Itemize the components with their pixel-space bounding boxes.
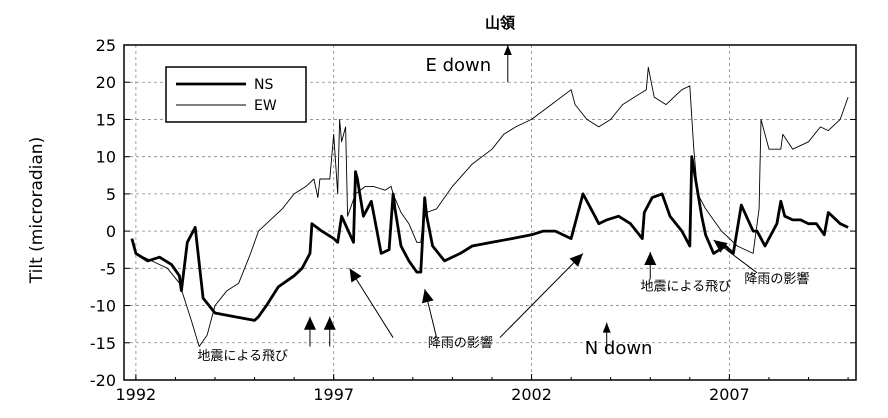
y-tick-label: 0: [106, 222, 116, 241]
annotation-arrow: [499, 253, 584, 338]
y-tick-label: 20: [96, 73, 116, 92]
x-tick-label: 2002: [511, 385, 552, 404]
y-tick-label: -10: [90, 297, 116, 316]
arrow-head: [644, 251, 657, 265]
y-axis-label: Tilt (microradian): [27, 137, 47, 284]
x-tick-label: 1997: [313, 385, 354, 404]
y-tick-label: 15: [96, 110, 116, 129]
chart-title: 山領: [485, 14, 516, 32]
series-ns-line: [130, 155, 849, 322]
arrow-head: [421, 289, 434, 304]
x-tick-label: 1992: [116, 385, 157, 404]
y-tick-label: 5: [106, 185, 116, 204]
x-tick-label: 2007: [709, 385, 750, 404]
annotation-label: 降雨の影響: [428, 335, 493, 351]
legend-label-ns: NS: [254, 77, 273, 93]
arrow-head: [569, 253, 583, 267]
data-series: [130, 66, 849, 347]
arrow-head: [503, 45, 512, 55]
y-tick-label: -15: [90, 334, 116, 353]
y-tick-label: -5: [100, 259, 116, 278]
legend-label-ew: EW: [254, 98, 277, 114]
y-tick-label: 10: [96, 148, 116, 167]
tilt-chart: 山領 -20 -15 -10 -5 0 5 10 15 20 25 1992 1997 2002 2007…: [27, 14, 857, 404]
arrow-head: [713, 240, 728, 253]
arrow-head: [303, 316, 316, 330]
arrow-head: [349, 268, 362, 283]
plot-frame: [123, 44, 857, 381]
annotation-label: 地震による飛び: [641, 280, 732, 295]
side-label: 当当: [0, 392, 2, 418]
annotation-label: E down: [426, 55, 492, 76]
y-tick-label: 25: [96, 36, 116, 55]
arrow-head: [323, 316, 336, 330]
y-tick-label: -20: [90, 371, 116, 390]
annotation-label: N down: [585, 338, 653, 359]
arrow-head: [602, 322, 611, 333]
annotation-arrow: [349, 268, 394, 338]
annotation-label: 降雨の影響: [744, 271, 809, 287]
axis-ticks: -20 -15 -10 -5 0 5 10 15 20 25 1992 1997 2002 2007: [90, 36, 856, 404]
annotation-label: 地震による飛び: [197, 349, 288, 364]
legend-box: [165, 66, 307, 123]
legend: NS EW: [165, 66, 307, 123]
series-ew-line: [131, 66, 849, 347]
